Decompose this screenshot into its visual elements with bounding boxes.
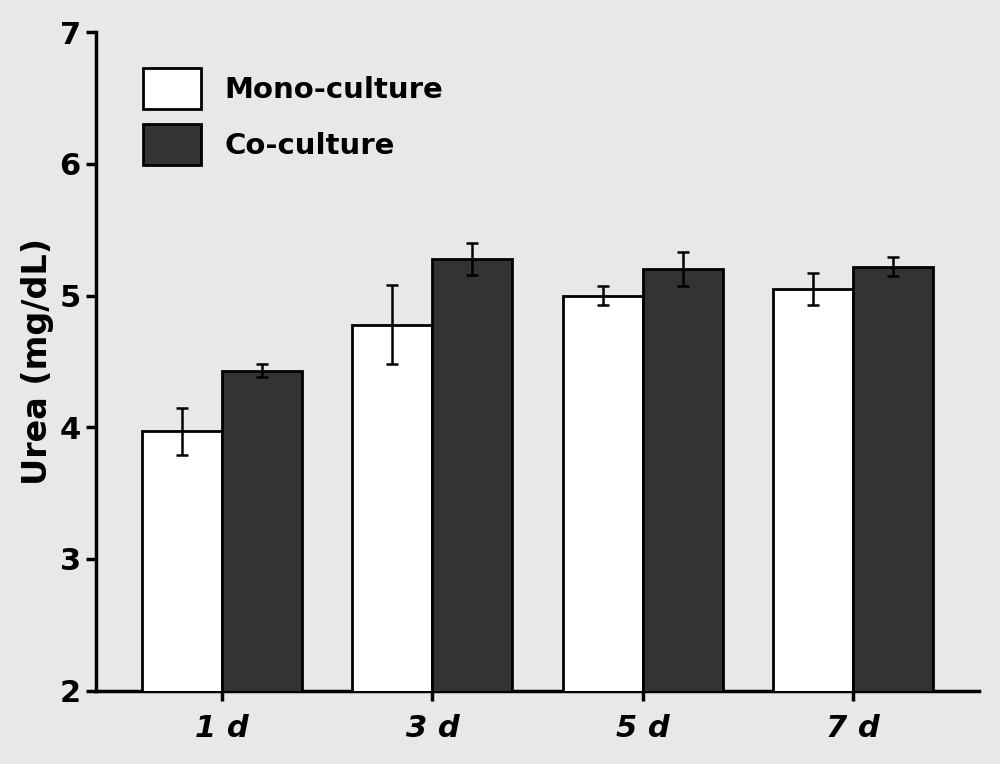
Bar xyxy=(222,371,302,764)
Bar xyxy=(853,267,933,764)
Bar xyxy=(643,269,723,764)
Bar xyxy=(563,296,643,764)
Legend: Mono-culture, Co-culture: Mono-culture, Co-culture xyxy=(128,53,458,180)
Bar xyxy=(142,431,222,764)
Bar xyxy=(432,259,512,764)
Bar xyxy=(352,325,432,764)
Y-axis label: Urea (mg/dL): Urea (mg/dL) xyxy=(21,238,54,485)
Bar xyxy=(773,289,853,764)
